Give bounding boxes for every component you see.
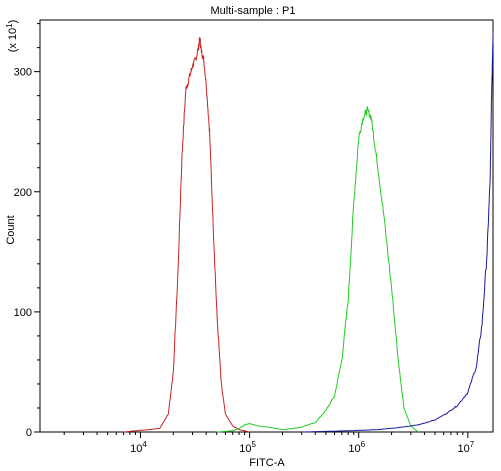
series-line-3	[301, 31, 494, 433]
y-tick-label: 100	[14, 307, 32, 319]
y-multiplier-text: (x 10	[7, 28, 19, 52]
plot-frame	[39, 19, 494, 433]
x-tick-exponent: 6	[361, 440, 366, 449]
series-line-2	[216, 106, 419, 433]
y-multiplier-close: )	[7, 20, 19, 24]
svg-text:(x 101): (x 101)	[5, 20, 19, 53]
chart-title: Multi-sample : P1	[211, 5, 296, 17]
x-tick-base: 10	[239, 443, 251, 455]
x-tick-base: 10	[130, 443, 142, 455]
x-tick-exponent: 4	[142, 440, 147, 449]
x-tick-base: 10	[348, 443, 360, 455]
series-group	[123, 31, 494, 433]
x-tick-label: 104	[130, 440, 147, 455]
x-tick-exponent: 5	[252, 440, 257, 449]
series-line-1	[123, 37, 250, 433]
x-tick-exponent: 7	[470, 440, 475, 449]
x-tick-label: 106	[348, 440, 365, 455]
x-tick-base: 10	[458, 443, 470, 455]
x-axis-label: FITC-A	[249, 457, 285, 469]
y-tick-label: 300	[14, 67, 32, 79]
y-axis-label: Count	[5, 215, 17, 244]
x-tick-label: 105	[239, 440, 256, 455]
y-multiplier-label: (x 101)	[5, 20, 19, 53]
y-tick-label: 200	[14, 187, 32, 199]
x-tick-label: 107	[458, 440, 475, 455]
y-tick-label: 0	[26, 427, 32, 439]
y-multiplier-exponent: 1	[5, 23, 14, 28]
